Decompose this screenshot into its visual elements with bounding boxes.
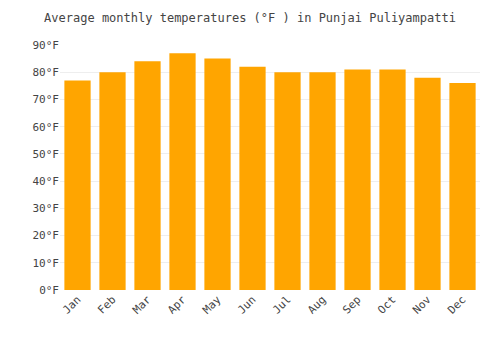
svg-text:Apr: Apr <box>165 293 189 317</box>
svg-text:90°F: 90°F <box>33 39 60 52</box>
svg-text:20°F: 20°F <box>33 229 60 242</box>
svg-text:Dec: Dec <box>445 293 468 316</box>
svg-text:Oct: Oct <box>375 293 398 316</box>
svg-text:40°F: 40°F <box>33 175 60 188</box>
svg-text:80°F: 80°F <box>33 66 60 79</box>
svg-text:Average monthly temperatures (: Average monthly temperatures (°F ) in Pu… <box>44 11 456 25</box>
svg-text:60°F: 60°F <box>33 121 60 134</box>
svg-text:Feb: Feb <box>95 293 118 316</box>
svg-text:50°F: 50°F <box>33 148 60 161</box>
svg-text:Jan: Jan <box>60 293 83 316</box>
svg-text:Nov: Nov <box>410 293 434 317</box>
svg-text:0°F: 0°F <box>39 284 59 297</box>
svg-text:Sep: Sep <box>340 293 363 316</box>
svg-text:10°F: 10°F <box>33 257 60 270</box>
svg-text:Mar: Mar <box>130 293 154 317</box>
svg-text:Aug: Aug <box>305 293 328 316</box>
svg-text:Jul: Jul <box>270 293 293 316</box>
svg-text:Jun: Jun <box>235 293 258 316</box>
svg-text:30°F: 30°F <box>33 202 60 215</box>
svg-text:May: May <box>200 293 224 317</box>
svg-text:70°F: 70°F <box>33 93 60 106</box>
